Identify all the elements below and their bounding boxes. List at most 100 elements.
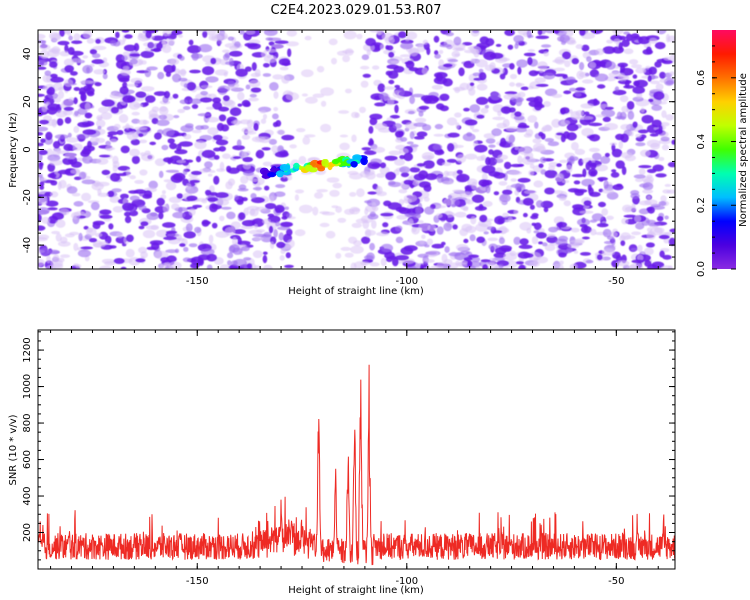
spectrogram-cell xyxy=(369,113,383,120)
spectrogram-cell xyxy=(517,91,526,98)
spectrogram-cell xyxy=(178,207,183,213)
spectrogram-cell xyxy=(655,83,664,91)
spectrogram-cell xyxy=(360,65,370,70)
spectrogram-cell xyxy=(172,73,182,83)
spectrogram-cell xyxy=(571,141,579,151)
spectrogram-cell xyxy=(95,38,101,44)
spectrogram-cell xyxy=(47,154,61,162)
spectrogram-cell xyxy=(320,100,327,107)
spectrogram-cell xyxy=(559,260,564,265)
spectrogram-cell xyxy=(479,72,487,81)
spectrogram-cell xyxy=(405,37,410,42)
spectrogram-cell xyxy=(370,158,382,165)
spectrogram-signal-trace xyxy=(259,154,368,179)
spectrogram-cell xyxy=(409,167,421,173)
spectrogram-cell xyxy=(38,237,48,242)
spectrogram-cell xyxy=(321,211,335,216)
spectrogram-cell xyxy=(173,115,180,119)
spectrogram-cell xyxy=(584,72,590,77)
spectrogram-cell xyxy=(529,204,535,210)
spectrogram-cell xyxy=(204,161,213,169)
spectrogram-cell xyxy=(287,48,292,57)
spectrogram-cell xyxy=(273,229,278,238)
spectrogram-cell xyxy=(488,149,494,155)
spectrogram-cell xyxy=(170,174,183,183)
spectrogram-cell xyxy=(476,83,488,91)
spectrogram-cell xyxy=(403,179,414,185)
spectrogram-cell xyxy=(109,92,124,99)
spectrogram-cell xyxy=(139,139,148,144)
spectrogram-cell xyxy=(268,41,275,46)
spectrogram-cell xyxy=(252,233,267,237)
spectrogram-cell xyxy=(229,244,240,253)
snr-line xyxy=(38,364,675,566)
spectrogram-cell xyxy=(418,105,430,110)
spectrogram-cell xyxy=(220,124,230,132)
spectrogram-cell xyxy=(447,132,460,138)
spectrogram-cell xyxy=(179,55,185,61)
spectrogram-cell xyxy=(667,161,675,168)
spectrogram-cell xyxy=(588,61,597,69)
spectrogram-cell xyxy=(316,65,325,73)
spectrogram-cell xyxy=(570,227,580,233)
spectrogram-cell xyxy=(211,222,218,229)
spectrogram-cell xyxy=(452,189,464,193)
spectrogram-cell xyxy=(637,254,644,262)
spectrogram-cell xyxy=(660,136,670,142)
spectrogram-cell xyxy=(122,51,130,57)
spectrogram-cell xyxy=(54,134,69,140)
spectrogram-cell xyxy=(189,179,200,184)
spectrogram-x-tick-label: -100 xyxy=(395,276,418,287)
spectrogram-cell xyxy=(56,149,62,154)
spectrogram-cell xyxy=(385,256,393,263)
spectrogram-cell xyxy=(109,40,117,46)
spectrogram-cell xyxy=(351,111,359,119)
spectrogram-cell xyxy=(509,63,515,70)
spectrogram-cell xyxy=(481,173,488,182)
spectrogram-cell xyxy=(74,110,79,117)
spectrogram-cell xyxy=(539,156,547,164)
spectrogram-cell xyxy=(646,231,656,240)
spectrogram-cell xyxy=(459,191,474,198)
spectrogram-cell xyxy=(488,243,498,251)
spectrogram-cell xyxy=(153,91,167,96)
spectrogram-cell xyxy=(223,53,230,61)
spectrogram-cell xyxy=(241,127,255,134)
spectrogram-cell xyxy=(500,106,512,114)
spectrogram-cell xyxy=(112,155,119,165)
spectrogram-cell xyxy=(517,177,531,183)
spectrogram-cell xyxy=(389,114,400,119)
spectrogram-cell xyxy=(379,162,387,169)
signal-cell xyxy=(334,158,343,163)
spectrogram-cell xyxy=(151,242,160,251)
spectrogram-cell xyxy=(542,124,553,132)
spectrogram-cell xyxy=(55,110,68,118)
spectrogram-cell xyxy=(384,155,398,161)
spectrogram-cell xyxy=(212,101,223,110)
spectrogram-cell xyxy=(154,132,162,140)
spectrogram-cell xyxy=(589,219,598,223)
spectrogram-cell xyxy=(413,122,427,127)
spectrogram-cell xyxy=(208,170,216,173)
spectrogram-cell xyxy=(38,225,46,231)
spectrogram-cell xyxy=(201,149,216,159)
spectrogram-cell xyxy=(579,210,594,214)
spectrogram-cell xyxy=(543,101,551,107)
spectrogram-cell xyxy=(664,215,669,220)
snr-y-axis-label: SNR (10 * v/v) xyxy=(8,414,19,485)
spectrogram-cell xyxy=(262,264,273,269)
spectrogram-cell xyxy=(619,95,629,103)
spectrogram-cell xyxy=(663,56,672,61)
spectrogram-cell xyxy=(523,133,533,138)
spectrogram-cell xyxy=(66,186,78,194)
spectrogram-cell xyxy=(183,246,189,252)
spectrogram-cell xyxy=(298,156,307,165)
spectrogram-cell xyxy=(116,130,124,135)
spectrogram-cell xyxy=(422,155,435,160)
spectrogram-cell xyxy=(120,193,129,200)
spectrogram-cell xyxy=(659,78,668,83)
spectrogram-cell xyxy=(667,265,673,269)
spectrogram-cell xyxy=(618,140,624,150)
spectrogram-cell xyxy=(71,161,82,168)
spectrogram-cell xyxy=(165,169,180,173)
